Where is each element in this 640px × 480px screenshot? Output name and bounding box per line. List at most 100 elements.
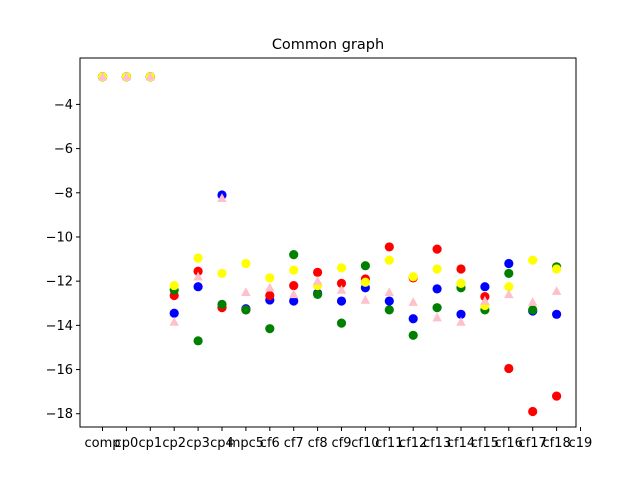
- data-point: [408, 297, 418, 306]
- data-point: [456, 278, 466, 288]
- data-point: [408, 314, 418, 324]
- x-tick-label: cp4: [210, 436, 234, 451]
- data-point: [504, 282, 514, 292]
- x-tick-label: c19: [569, 436, 593, 451]
- data-point: [456, 317, 466, 326]
- data-point: [193, 336, 203, 346]
- data-point: [432, 284, 442, 294]
- data-point: [193, 282, 203, 292]
- x-tick-label: cp3: [186, 436, 210, 451]
- y-tick-label: −6: [54, 142, 73, 157]
- data-point: [552, 264, 562, 274]
- data-point: [552, 391, 562, 401]
- data-point: [265, 290, 275, 301]
- x-tick-label: cf14: [447, 436, 475, 451]
- data-point: [217, 193, 227, 203]
- chart-title: Common graph: [272, 37, 384, 53]
- data-point: [169, 317, 179, 326]
- data-point: [289, 265, 299, 275]
- x-tick-label: mpc5: [228, 436, 264, 451]
- data-point: [360, 261, 370, 271]
- data-point: [313, 289, 323, 300]
- data-point: [528, 305, 538, 315]
- plot-area: [79, 57, 577, 428]
- data-point: [336, 263, 347, 273]
- data-point: [527, 297, 538, 306]
- y-tick-label: −8: [54, 186, 73, 201]
- x-tick-label: cp1: [138, 436, 162, 451]
- data-point: [336, 318, 347, 328]
- data-point: [432, 244, 442, 254]
- data-point: [97, 71, 108, 81]
- data-point: [217, 299, 227, 309]
- data-point: [169, 308, 179, 318]
- data-point: [384, 255, 394, 265]
- data-point: [241, 287, 251, 296]
- y-tick-label: −16: [46, 363, 73, 378]
- x-tick-label: cf7: [284, 436, 304, 451]
- data-point: [456, 264, 466, 274]
- data-point: [504, 258, 514, 269]
- data-point: [384, 305, 394, 315]
- y-tick-label: −18: [46, 407, 73, 422]
- data-point: [360, 277, 370, 287]
- data-point: [193, 271, 203, 281]
- x-tick-label: cf11: [375, 436, 403, 451]
- data-points: [97, 71, 562, 417]
- y-tick-label: −4: [54, 98, 73, 113]
- data-point: [528, 255, 538, 265]
- data-point: [480, 282, 490, 292]
- data-point: [312, 276, 323, 285]
- data-point: [432, 264, 442, 274]
- x-tick-label: cf10: [351, 436, 379, 451]
- y-tick-label: −12: [46, 275, 73, 290]
- x-tick-label: cf17: [519, 436, 547, 451]
- data-point: [289, 296, 299, 306]
- data-point: [480, 296, 490, 305]
- data-point: [432, 312, 442, 322]
- data-point: [336, 296, 347, 306]
- x-tick-label: cf13: [423, 436, 451, 451]
- x-tick-label: cf6: [260, 436, 280, 451]
- data-point: [217, 268, 227, 279]
- data-point: [241, 258, 251, 269]
- data-point: [432, 303, 442, 313]
- x-tick-label: cf16: [495, 436, 523, 451]
- y-axis: −18 −16 −14 −12 −10 −8 −6 −4: [46, 98, 80, 422]
- x-tick-label: cf15: [471, 436, 499, 451]
- data-point: [265, 282, 275, 292]
- data-point: [313, 267, 323, 277]
- data-point: [121, 71, 132, 81]
- data-point: [504, 363, 514, 374]
- data-point: [504, 268, 514, 279]
- data-point: [336, 278, 347, 288]
- data-point: [408, 330, 418, 340]
- data-point: [360, 294, 371, 304]
- y-tick-label: −14: [46, 319, 73, 334]
- y-tick-label: −10: [46, 230, 73, 245]
- x-tick-label: cf18: [542, 436, 570, 451]
- x-tick-label: cp0: [115, 436, 139, 451]
- x-tick-label: comp: [84, 436, 120, 451]
- data-point: [552, 309, 562, 319]
- data-point: [336, 285, 347, 294]
- data-point: [528, 406, 538, 417]
- data-point: [289, 250, 299, 260]
- data-point: [408, 272, 418, 282]
- data-point: [384, 296, 394, 306]
- data-point: [241, 305, 251, 315]
- data-point: [288, 289, 299, 299]
- data-point: [384, 242, 394, 252]
- data-point: [551, 286, 562, 295]
- data-point: [456, 309, 466, 319]
- x-tick-label: cf12: [399, 436, 427, 451]
- data-point: [504, 289, 514, 299]
- data-point: [193, 253, 203, 263]
- data-point: [145, 71, 156, 81]
- x-tick-label: cf9: [332, 436, 352, 451]
- data-point: [265, 273, 275, 283]
- data-point: [384, 287, 395, 296]
